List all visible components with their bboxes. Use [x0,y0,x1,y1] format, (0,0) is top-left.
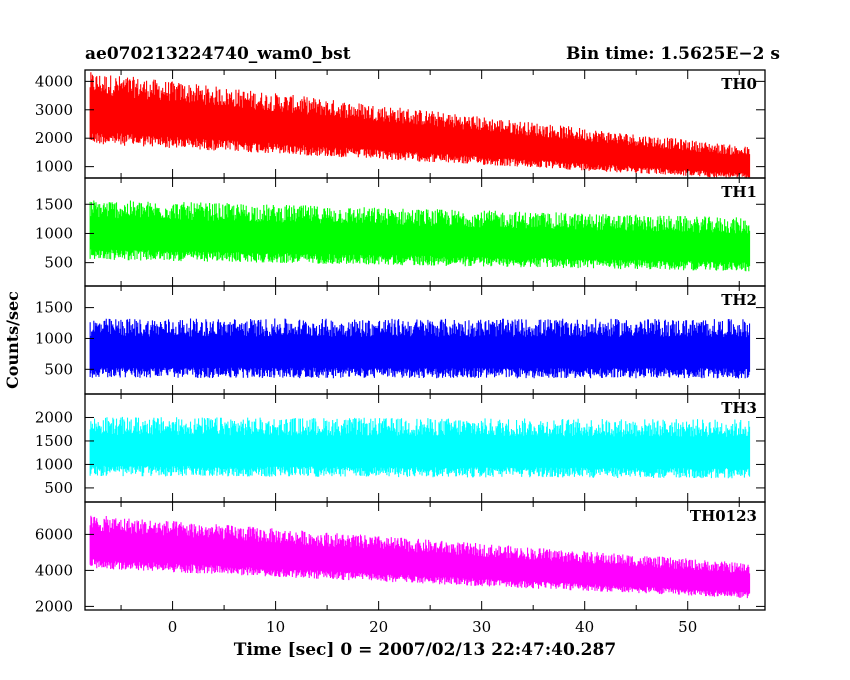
y-tick-label: 3000 [35,101,73,119]
series-line-th1 [89,200,751,272]
y-tick-label: 500 [44,254,73,272]
y-tick-label: 1500 [35,195,73,213]
y-tick-label: 2000 [35,129,73,147]
x-axis-label: Time [sec] 0 = 2007/02/13 22:47:40.287 [234,640,616,660]
panel-th1: 500 1000 1500 TH1 [35,177,766,287]
y-tick-label: 500 [44,360,73,378]
y-tick-label: 1000 [35,329,73,347]
x-tick-label: 20 [369,618,388,636]
panel-label: TH3 [721,399,757,417]
x-tick-label: 0 [168,618,178,636]
series-line-th0123 [89,515,751,599]
y-tick-label: 2000 [35,597,73,615]
y-tick-label: 2000 [35,408,73,426]
x-tick-label: 30 [472,618,491,636]
panel-th2: 500 1000 1500 TH2 [35,285,766,395]
panel-th0123: 2000 4000 6000 TH0123 [35,501,766,615]
x-tick-label: 50 [678,618,697,636]
y-tick-label: 1000 [35,224,73,242]
x-tick-label: 40 [575,618,594,636]
y-tick-label: 1000 [35,158,73,176]
series-line-th3 [89,416,751,479]
header-left: ae070213224740_wam0_bst [85,44,351,64]
panel-label: TH0123 [690,507,757,525]
panel-frame [84,501,766,611]
y-tick-label: 1000 [35,455,73,473]
y-tick-label: 6000 [35,525,73,543]
y-tick-label: 500 [44,479,73,497]
panel-th0: 1000 2000 3000 4000 TH0 [35,69,766,179]
y-axis-label: Counts/sec [3,291,22,389]
panel-label: TH0 [721,75,757,93]
x-tick-label: 10 [266,618,285,636]
y-tick-label: 1500 [35,432,73,450]
panel-th3: 500 1000 1500 2000 TH3 [35,393,766,503]
series-line-th2 [89,318,751,379]
panel-label: TH2 [721,291,757,309]
panel-label: TH1 [721,183,757,201]
y-tick-label: 4000 [35,72,73,90]
header-right: Bin time: 1.5625E−2 s [566,44,780,64]
y-tick-label: 1500 [35,299,73,317]
y-tick-label: 4000 [35,561,73,579]
series-line-th0 [89,72,751,178]
